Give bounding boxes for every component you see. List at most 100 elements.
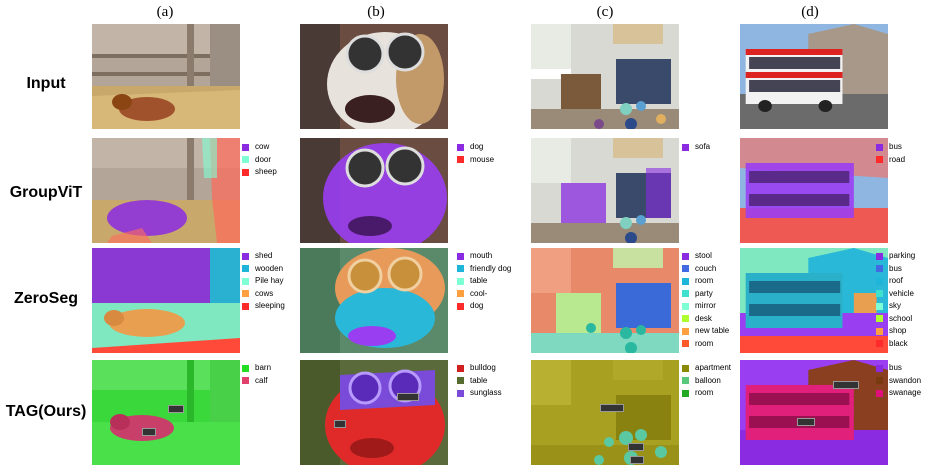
legend-label: desk: [695, 313, 712, 323]
legend-item: cow: [242, 141, 277, 154]
legend-item: black: [876, 338, 915, 351]
legend-tag-b: bulldog table sunglass: [457, 362, 502, 400]
legend-swatch: [457, 389, 464, 397]
legend-label: mouth: [470, 251, 493, 260]
legend-swatch: [876, 143, 883, 151]
legend-item: swandon: [876, 375, 921, 388]
input-image-bulldog: [300, 24, 448, 129]
legend-item: calf: [242, 375, 271, 388]
legend-label: bus: [889, 142, 902, 151]
tag-result-b: [300, 360, 448, 465]
legend-swatch: [457, 290, 464, 298]
legend-label: stool: [695, 251, 712, 260]
legend-item: roof: [876, 275, 915, 288]
legend-swatch: [457, 302, 464, 310]
legend-item: dog: [457, 300, 511, 313]
legend-swatch: [876, 265, 883, 273]
legend-item: bus: [876, 141, 905, 154]
legend-item: wooden: [242, 263, 285, 276]
legend-label: sofa: [695, 142, 711, 151]
legend-item: parking: [876, 250, 915, 263]
legend-swatch: [457, 143, 464, 151]
legend-swatch: [242, 290, 249, 298]
legend-label: swandon: [889, 375, 922, 385]
legend-tag-d: bus swandon swanage: [876, 362, 921, 400]
legend-label: room: [695, 276, 714, 285]
legend-item: bus: [876, 263, 915, 276]
legend-item: sheep: [242, 166, 277, 179]
legend-label: sleeping: [255, 301, 285, 310]
legend-item: shop: [876, 325, 915, 338]
legend-swatch: [876, 252, 883, 260]
legend-item: friendly dog: [457, 263, 511, 276]
legend-swatch: [682, 315, 689, 323]
row-label-tag: TAG(Ours): [5, 403, 87, 420]
legend-label: table: [470, 375, 488, 385]
zeroseg-result-b: [300, 248, 448, 353]
legend-swatch: [242, 143, 249, 151]
legend-item: bus: [876, 362, 921, 375]
legend-label: apartment: [695, 363, 732, 372]
legend-item: barn: [242, 362, 271, 375]
legend-swatch: [876, 315, 883, 323]
legend-zeroseg-a: shed wooden Pile hay cows sleeping: [242, 250, 285, 313]
legend-label: black: [889, 338, 908, 348]
legend-label: bulldog: [470, 363, 496, 372]
legend-zeroseg-d: parking bus roof vehicle sky school shop…: [876, 250, 915, 350]
legend-tag-c: apartment balloon room: [682, 362, 731, 400]
tag-label-marker: [397, 393, 419, 401]
tag-label-marker: [600, 404, 624, 412]
legend-swatch: [242, 156, 249, 164]
legend-swatch: [242, 377, 249, 385]
column-title-a: (a): [156, 4, 174, 20]
legend-item: sunglass: [457, 387, 502, 400]
legend-label: table: [470, 276, 488, 285]
legend-label: school: [889, 313, 913, 323]
legend-groupvit-d: bus road: [876, 141, 905, 166]
row-label-zeroseg: ZeroSeg: [13, 290, 78, 307]
legend-label: calf: [255, 375, 268, 385]
legend-label: shop: [889, 326, 907, 335]
legend-label: sunglass: [470, 388, 502, 397]
legend-label: swanage: [889, 388, 922, 397]
legend-item: cool-: [457, 288, 511, 301]
legend-item: mouth: [457, 250, 511, 263]
tag-result-c: [531, 360, 679, 465]
zeroseg-result-d: [740, 248, 888, 353]
legend-item: apartment: [682, 362, 731, 375]
legend-label: door: [255, 154, 272, 164]
legend-label: room: [695, 388, 714, 397]
tag-result-a: [92, 360, 240, 465]
legend-item: table: [457, 375, 502, 388]
legend-label: friendly dog: [470, 263, 512, 273]
legend-swatch: [242, 265, 249, 273]
legend-item: mouse: [457, 154, 494, 167]
legend-swatch: [876, 277, 883, 285]
legend-label: room: [695, 338, 714, 348]
legend-label: couch: [695, 263, 717, 273]
legend-item: road: [876, 154, 905, 167]
tag-label-marker: [142, 428, 156, 436]
legend-label: cow: [255, 142, 270, 151]
legend-label: mirror: [695, 301, 716, 310]
legend-swatch: [242, 277, 249, 285]
legend-label: dog: [470, 301, 484, 310]
legend-label: dog: [470, 142, 484, 151]
legend-item: party: [682, 288, 729, 301]
legend-zeroseg-b: mouth friendly dog table cool- dog: [457, 250, 511, 313]
column-title-c: (c): [596, 4, 614, 20]
legend-label: bus: [889, 263, 902, 273]
input-image-bus: [740, 24, 888, 129]
legend-swatch: [876, 327, 883, 335]
legend-swatch: [242, 364, 249, 372]
zeroseg-result-a: [92, 248, 240, 353]
legend-swatch: [682, 290, 689, 298]
legend-label: new table: [695, 326, 730, 335]
legend-swatch: [457, 156, 464, 164]
legend-swatch: [457, 364, 464, 372]
legend-item: table: [457, 275, 511, 288]
tag-label-marker: [628, 443, 644, 451]
legend-item: stool: [682, 250, 729, 263]
tag-label-marker: [630, 456, 644, 464]
legend-item: shed: [242, 250, 285, 263]
